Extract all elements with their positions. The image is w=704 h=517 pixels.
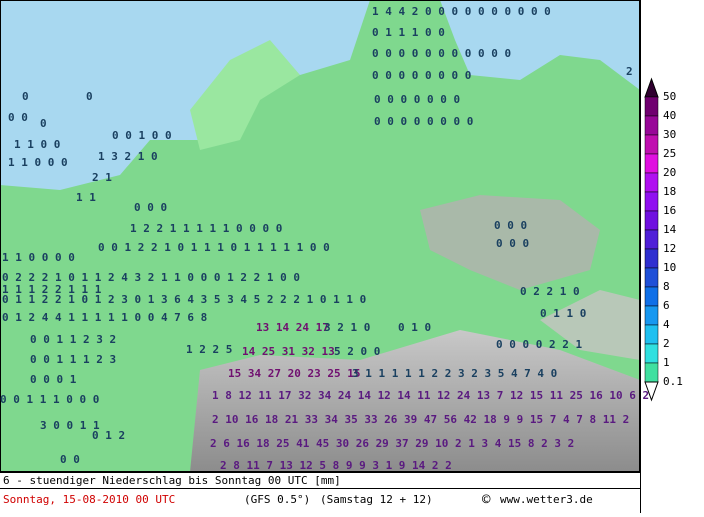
legend-swatch xyxy=(644,210,659,231)
precip-label: 0 0 0 0 0 0 0 0 0 0 0 xyxy=(372,47,511,60)
precip-label: 0 1 1 1 0 0 xyxy=(372,26,445,39)
precip-label: 0 0 1 1 1 2 3 xyxy=(30,353,116,366)
precip-label: 0 0 1 1 2 3 2 xyxy=(30,333,116,346)
precip-label: 0 1 0 xyxy=(398,321,431,334)
precip-label: 1 1 0 0 xyxy=(14,138,60,151)
precip-label: 0 0 0 0 0 0 0 xyxy=(374,93,460,106)
precip-label: 2 10 16 18 21 33 34 35 33 26 39 47 56 42… xyxy=(212,413,629,426)
precip-label: 2 8 11 7 13 12 5 8 9 9 3 1 9 14 2 2 xyxy=(220,459,452,472)
precip-label: 3 0 0 1 1 xyxy=(40,419,100,432)
legend-swatch xyxy=(644,172,659,193)
legend-label: 40 xyxy=(663,109,676,122)
precip-label: 1 1 xyxy=(76,191,96,204)
footer-title: 6 - stuendiger Niederschlag bis Sonntag … xyxy=(3,474,341,487)
precip-label: 0 0 xyxy=(8,111,28,124)
footer-model: (GFS 0.5°) xyxy=(244,493,310,506)
legend-swatch xyxy=(644,305,659,326)
legend-swatch xyxy=(644,286,659,307)
precip-label: 0 1 2 xyxy=(92,429,125,442)
legend-swatch xyxy=(644,229,659,250)
legend-label: 50 xyxy=(663,90,676,103)
precip-label: 0 0 0 0 0 0 0 0 xyxy=(374,115,473,128)
precip-label: 0 2 2 1 0 xyxy=(520,285,580,298)
legend-swatch xyxy=(644,153,659,174)
precip-label: 0 0 0 xyxy=(496,237,529,250)
precip-label: 0 xyxy=(22,90,29,103)
precip-label: 1 8 12 11 17 32 34 24 14 12 14 11 12 24 … xyxy=(212,389,649,402)
sea xyxy=(0,0,370,190)
precip-label: 0 0 1 0 0 xyxy=(112,129,172,142)
precip-label: 0 0 0 xyxy=(494,219,527,232)
sea-baltic xyxy=(440,0,640,90)
legend-arrow-top xyxy=(644,77,659,98)
precip-label: 0 1 1 0 xyxy=(540,307,586,320)
precip-label: 3 2 1 0 xyxy=(324,321,370,334)
precip-label: 1 4 4 2 0 0 0 0 0 0 0 0 0 0 xyxy=(372,5,551,18)
legend-label: 18 xyxy=(663,185,676,198)
legend-label: 4 xyxy=(663,318,670,331)
legend-swatch xyxy=(644,343,659,364)
legend-label: 1 xyxy=(663,356,670,369)
precip-label: 0 1 2 4 4 1 1 1 1 1 0 0 4 7 6 8 xyxy=(2,311,207,324)
copyright: © xyxy=(482,492,491,508)
precip-label: 2 xyxy=(626,65,633,78)
legend-swatch xyxy=(644,115,659,136)
precip-label: 13 14 24 17 xyxy=(256,321,329,334)
precip-label: 0 0 xyxy=(60,453,80,466)
legend-label: 0.1 xyxy=(663,375,683,388)
legend-swatch xyxy=(644,191,659,212)
lowland xyxy=(190,40,300,150)
carpathians xyxy=(540,290,640,360)
precip-label: 0 0 1 1 1 0 0 0 xyxy=(0,393,99,406)
legend-label: 20 xyxy=(663,166,676,179)
precip-label: 0 0 0 1 xyxy=(30,373,77,386)
precip-label: 0 xyxy=(40,117,47,130)
legend-swatch xyxy=(644,96,659,117)
precip-label: 1 1 0 0 0 xyxy=(8,156,68,169)
legend-label: 30 xyxy=(663,128,676,141)
legend-label: 25 xyxy=(663,147,676,160)
precip-label: 1 1 1 2 2 1 1 1 xyxy=(2,283,102,296)
precip-label: 0 2 2 2 1 0 1 1 2 4 3 2 1 1 0 0 0 1 2 2 … xyxy=(2,271,300,284)
legend-label: 12 xyxy=(663,242,676,255)
precip-label: 1 2 2 1 1 1 1 1 0 0 0 0 xyxy=(130,222,282,235)
alps xyxy=(190,330,640,472)
footer-date: Sonntag, 15-08-2010 00 UTC xyxy=(3,493,175,506)
precip-label: 15 34 27 20 23 25 15 xyxy=(228,367,360,380)
precip-label: 0 0 0 0 0 0 0 0 xyxy=(372,69,471,82)
legend-label: 16 xyxy=(663,204,676,217)
legend-swatch xyxy=(644,134,659,155)
precip-label: 1 3 2 1 0 xyxy=(98,150,158,163)
legend-label: 14 xyxy=(663,223,677,236)
value-labels: 1 4 4 2 0 0 0 0 0 0 0 0 0 0 0 1 1 1 0 0 0 … xyxy=(0,5,649,472)
precip-label: 5 2 0 0 xyxy=(334,345,380,358)
legend-swatch xyxy=(644,324,659,345)
legend-swatch xyxy=(644,248,659,269)
precip-label: 14 25 31 32 13 xyxy=(242,345,335,358)
precip-label: 2 1 xyxy=(92,171,112,184)
legend-label: 8 xyxy=(663,280,670,293)
legend-label: 2 xyxy=(663,337,670,350)
legend-swatch xyxy=(644,267,659,288)
footer-site: www.wetter3.de xyxy=(500,493,593,506)
legend-label: 6 xyxy=(663,299,670,312)
legend-arrow-bottom xyxy=(644,381,659,402)
precip-label: 2 6 16 18 25 41 45 30 26 29 37 29 10 2 1… xyxy=(210,437,574,450)
precip-label: 1 1 0 0 0 0 xyxy=(2,251,75,264)
legend-swatch xyxy=(644,362,659,383)
precip-label: 0 1 1 2 2 1 0 1 2 3 0 1 3 6 4 3 5 3 4 5 … xyxy=(2,293,366,306)
precip-label: 1 2 2 5 xyxy=(186,343,232,356)
footer-run: (Samstag 12 + 12) xyxy=(320,493,433,506)
legend-label: 10 xyxy=(663,261,676,274)
precip-label: 3 1 1 1 1 1 2 2 3 2 3 5 4 7 4 0 xyxy=(352,367,557,380)
map-frame xyxy=(0,0,640,472)
precip-label: 0 0 0 xyxy=(134,201,167,214)
highland xyxy=(420,195,600,290)
precip-label: 0 0 0 0 2 2 1 xyxy=(496,338,582,351)
precip-label: 0 xyxy=(86,90,93,103)
precip-label: 0 0 1 2 2 1 0 1 1 1 0 1 1 1 1 1 0 0 xyxy=(98,241,330,254)
color-legend: 50 40 30 25 20 18 16 14 12 10 8 6 4 2 1 0.1 xyxy=(644,77,683,402)
